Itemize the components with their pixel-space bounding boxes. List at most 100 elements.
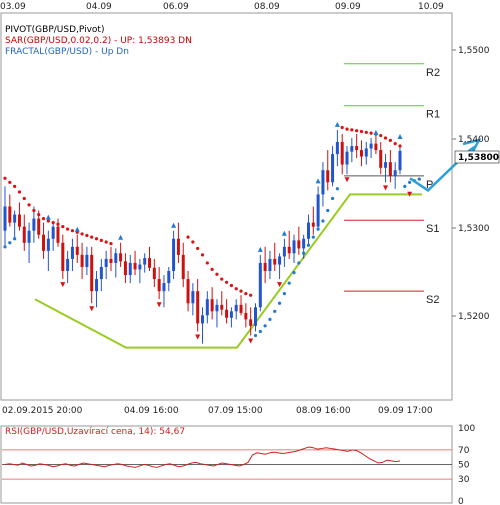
- candle-body: [61, 242, 65, 271]
- sar-dot-blue: [311, 235, 315, 239]
- sar-dot-blue: [403, 184, 407, 188]
- sar-dot-red: [249, 293, 253, 297]
- sar-dot-blue: [273, 309, 277, 313]
- candle-body: [56, 226, 60, 243]
- sar-dot-blue: [282, 291, 286, 296]
- sar-dot-red: [90, 235, 94, 239]
- candle-body: [297, 240, 301, 249]
- candle-body: [263, 262, 267, 271]
- candle-body: [335, 142, 339, 155]
- sar-dot-blue: [316, 227, 320, 231]
- rsi-tick-label: 70: [458, 446, 470, 456]
- sar-dot-blue: [302, 251, 306, 255]
- candlesticks: [3, 129, 402, 344]
- fractal-up-icon: [397, 134, 403, 139]
- sar-dot-red: [239, 289, 243, 293]
- price-tick-label: 1,5500: [458, 46, 490, 56]
- candle-body: [157, 279, 161, 292]
- candle-body: [176, 238, 180, 255]
- top-date-label: 10.09: [418, 2, 444, 12]
- pivot-label-p: P: [426, 179, 433, 191]
- candle-body: [152, 267, 156, 280]
- sar-dot-red: [80, 232, 84, 236]
- candle-body: [42, 234, 46, 251]
- candle-body: [66, 258, 70, 271]
- sar-dot-red: [13, 184, 17, 188]
- forecast-arrow-line: [409, 144, 477, 192]
- candle-body: [302, 238, 306, 249]
- sar-dot-blue: [417, 177, 421, 181]
- fractal-up-icon: [45, 214, 51, 220]
- sar-dot-blue: [306, 243, 311, 247]
- sar-dot-red: [109, 241, 113, 246]
- sar-dot-red: [200, 253, 205, 257]
- candle-body: [345, 151, 349, 165]
- fractal-down-icon: [60, 282, 66, 288]
- sar-dot-red: [364, 130, 368, 134]
- candle-body: [316, 194, 320, 227]
- sar-dot-red: [186, 235, 190, 239]
- sar-dot-red: [56, 222, 60, 226]
- candle-body: [282, 246, 286, 257]
- candle-body: [244, 312, 248, 320]
- candle-body: [268, 258, 272, 271]
- sar-dot-red: [27, 203, 31, 207]
- fractal-down-icon: [89, 306, 95, 312]
- candle-body: [234, 304, 238, 312]
- sar-dot-red: [104, 240, 108, 244]
- candle-body: [229, 311, 233, 318]
- fractal-up-icon: [171, 222, 177, 228]
- sar-dot-red: [224, 280, 229, 284]
- candle-body: [13, 214, 17, 223]
- sar-dot-red: [210, 267, 214, 271]
- fractals: [45, 121, 413, 344]
- candle-body: [3, 206, 7, 231]
- candle-body: [123, 261, 127, 276]
- forecast-arrow: [409, 138, 482, 192]
- candle-body: [253, 307, 257, 326]
- candle-body: [90, 254, 94, 292]
- legend-fractal: FRACTAL(GBP/USD) - Up Dn: [5, 47, 129, 57]
- candle-body: [326, 170, 330, 183]
- current-price-label: 1,53800: [458, 153, 499, 163]
- sar-dot-red: [94, 237, 99, 241]
- candle-body: [287, 246, 291, 254]
- sar-dot-blue: [321, 219, 325, 223]
- sar-dot-red: [196, 246, 200, 251]
- candle-body: [80, 254, 84, 267]
- sar-dot-red: [51, 221, 55, 225]
- sar-dot-red: [99, 238, 103, 242]
- candle-body: [17, 214, 21, 227]
- sar-dot-red: [46, 219, 50, 223]
- candle-body: [27, 230, 31, 243]
- sar-dot-red: [215, 272, 219, 276]
- sar-dot-red: [398, 144, 402, 148]
- candle-body: [138, 264, 142, 270]
- candle-body: [196, 291, 200, 324]
- candle-body: [364, 148, 368, 157]
- price-axis: 1,5500 1,5400 1,5300 1,5200: [452, 46, 490, 322]
- fractal-up-icon: [118, 234, 124, 240]
- rsi-tick-label: 0: [458, 497, 464, 505]
- candle-body: [75, 246, 79, 255]
- sar-dot-red: [359, 129, 364, 134]
- candle-body: [22, 226, 26, 243]
- bottom-date-label: 09.09 17:00: [378, 406, 433, 416]
- sar-dot-red: [85, 233, 89, 238]
- candle-body: [119, 253, 123, 262]
- sar-dot-red: [234, 287, 238, 291]
- bottom-date-axis: 02.09.2015 20:00 04.09 16:00 07.09 15:00…: [2, 406, 433, 416]
- top-date-label: 06.09: [163, 2, 189, 12]
- candle-body: [239, 304, 243, 313]
- candle-body: [172, 238, 176, 271]
- candle-body: [85, 254, 89, 267]
- sar-dot-red: [345, 127, 349, 131]
- fractal-up-icon: [315, 178, 321, 184]
- candle-body: [143, 258, 147, 265]
- price-tick-label: 1,5200: [458, 312, 490, 322]
- rsi-tick-label: 50: [458, 461, 470, 471]
- rsi-tick-label: 100: [458, 424, 475, 434]
- sar-dot-red: [393, 142, 397, 146]
- candle-body: [162, 283, 166, 292]
- sar-dot-red: [41, 216, 46, 221]
